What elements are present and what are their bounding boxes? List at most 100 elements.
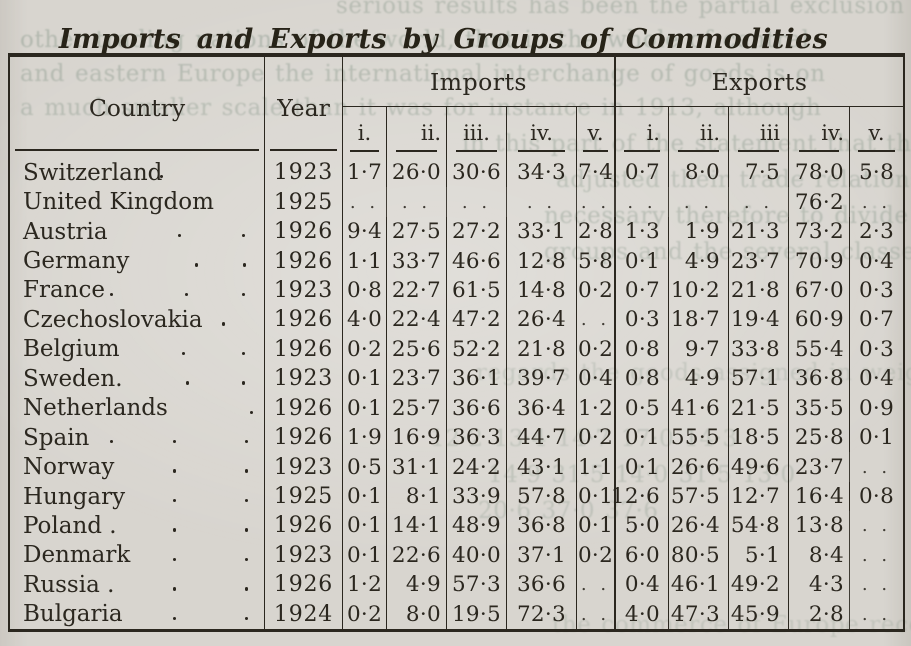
- country-cell: Bulgaria: [10, 599, 265, 629]
- year-cell: 1925: [265, 481, 343, 512]
- country-cell: Austria: [10, 216, 265, 247]
- imports-group-header: Imports: [343, 57, 614, 107]
- export-value-cell: 76·2: [794, 189, 844, 215]
- export-value-cell: . .: [614, 187, 669, 217]
- leader-dot: [242, 292, 246, 297]
- import-value-cell: 39·7: [507, 364, 577, 394]
- country-cell: Czechoslovakia: [10, 305, 265, 335]
- country-name: Norway: [23, 454, 115, 481]
- table-row: Belgium 1926 0·2 25·6 52·2 21·8 0·2 0·8 9·7 33·8 5…: [10, 334, 903, 365]
- import-value-cell: 0·4: [577, 366, 614, 392]
- import-value-cell: 33·1: [507, 216, 577, 247]
- imports-subheader-ii: ii.: [387, 107, 447, 158]
- import-value-cell: 25·7: [387, 393, 447, 423]
- export-value-cell: 4·3: [808, 572, 844, 598]
- import-value-cell: 7·4: [577, 160, 614, 186]
- import-value-cell: 1·1: [577, 454, 614, 480]
- import-value-cell: 0·2: [343, 599, 387, 629]
- table-row: Poland . 1926 0·1 14·1 48·9 36·8 0·1 5·0 26·4 54·…: [10, 511, 903, 541]
- export-value-cell: 25·8: [794, 425, 844, 451]
- export-value-cell: . .: [849, 511, 903, 541]
- import-value-cell: 46·6: [447, 246, 507, 276]
- export-value-cell: 80·5: [669, 540, 729, 571]
- exports-subheader-v: v.: [849, 107, 903, 158]
- leader-dot: [173, 557, 177, 562]
- import-value-cell: 0·1: [343, 540, 387, 571]
- leader-dot: [245, 616, 249, 620]
- import-value-cell: 5·8: [577, 248, 614, 274]
- export-value-cell: . .: [849, 452, 903, 482]
- bleedthrough-line: serious results has been the partial exc…: [336, 0, 911, 19]
- export-value-cell: 0·8: [849, 481, 903, 512]
- export-value-cell: 0·1: [849, 422, 903, 453]
- import-value-cell: 61·5: [447, 275, 507, 306]
- country-name: Spain: [23, 424, 90, 451]
- country-cell: Netherlands: [10, 393, 265, 423]
- import-value-cell: 0·1: [577, 484, 614, 510]
- import-value-cell: . .: [343, 187, 387, 217]
- imports-subheader-v: v.: [577, 107, 614, 158]
- export-value-cell: . .: [849, 570, 903, 600]
- export-value-cell: 0·9: [849, 393, 903, 423]
- import-value-cell: 25·6: [387, 334, 447, 365]
- table-row: Czechoslovakia 1926 4·0 22·4 47·2 26·4. . 0·3 1…: [10, 305, 903, 335]
- export-value-cell: 23·7: [794, 454, 844, 480]
- export-value-cell: . .: [669, 187, 729, 217]
- year-cell: 1923: [265, 452, 343, 482]
- import-value-cell: 22·4: [387, 305, 447, 335]
- year-cell: 1926: [265, 393, 343, 423]
- import-value-cell: 8·0: [387, 599, 447, 629]
- import-value-cell: 36·8: [507, 511, 577, 541]
- table-row: France 1923 0·8 22·7 61·5 14·8 0·2 0·7 10·2 21·8 6…: [10, 275, 903, 306]
- commodities-table: Country Year Imports Exports i. ii. iii.…: [8, 53, 905, 632]
- import-value-cell: 33·7: [387, 246, 447, 276]
- leader-dot: [242, 233, 246, 238]
- import-value-cell: . .: [580, 603, 611, 625]
- export-value-cell: 35·5: [794, 395, 844, 421]
- import-value-cell: 30·6: [447, 158, 507, 188]
- leader-dot: [110, 292, 114, 297]
- imports-subheader-iii: iii.: [447, 107, 507, 158]
- country-column-header: Country: [10, 57, 265, 158]
- export-value-cell: 21·8: [729, 275, 789, 306]
- import-value-cell: 12·8: [507, 246, 577, 276]
- exports-subheader-iv: iv.: [789, 107, 849, 158]
- leader-dot: [173, 587, 177, 591]
- export-value-cell: 49·6: [729, 452, 789, 482]
- country-name: Hungary: [23, 483, 126, 510]
- table-row: Netherlands 1926 0·1 25·7 36·6 36·4 1·2 0·5 41·6…: [10, 393, 903, 423]
- import-value-cell: 0·1: [343, 364, 387, 394]
- import-value-cell: 21·8: [507, 334, 577, 365]
- import-value-cell: 1·1: [343, 246, 387, 276]
- export-value-cell: 21·5: [729, 393, 789, 423]
- table-body: Switzerland 1923 1·7 26·0 30·6 34·3 7·4 0·7 8·0 7…: [10, 158, 903, 629]
- export-value-cell: 0·3: [849, 275, 903, 306]
- import-value-cell: 43·1: [507, 452, 577, 482]
- export-value-cell: 0·1: [614, 422, 669, 453]
- leader-dot: [195, 263, 199, 267]
- import-value-cell: . .: [580, 191, 611, 213]
- leader-dot: [245, 528, 249, 532]
- import-value-cell: 8·1: [387, 481, 447, 512]
- import-value-cell: . .: [580, 309, 611, 331]
- table-header: Country Year Imports Exports i. ii. iii.…: [10, 57, 903, 158]
- year-cell: 1923: [265, 364, 343, 394]
- export-value-cell: 0·7: [849, 305, 903, 335]
- import-value-cell: 14·8: [507, 275, 577, 306]
- country-name: Poland .: [23, 512, 117, 539]
- export-value-cell: 0·8: [614, 334, 669, 365]
- country-cell: Spain: [10, 422, 265, 453]
- import-value-cell: 52·2: [447, 334, 507, 365]
- import-value-cell: 33·9: [447, 481, 507, 512]
- export-value-cell: 16·4: [794, 484, 844, 510]
- export-value-cell: 36·8: [794, 366, 844, 392]
- export-value-cell: 5·0: [614, 511, 669, 541]
- leader-dot: [242, 351, 246, 356]
- export-value-cell: 19·4: [729, 305, 789, 335]
- table-row: Spain 1926 1·9 16·9 36·3 44·7 0·2 0·1 55·5 18·5 25…: [10, 422, 903, 453]
- table-row: Hungary 1925 0·1 8·1 33·9 57·8 0·1 12·6 57·5 12·7…: [10, 481, 903, 512]
- import-value-cell: 22·6: [387, 540, 447, 571]
- export-value-cell: 0·3: [614, 305, 669, 335]
- year-cell: 1925: [265, 187, 343, 217]
- leader-dot: [242, 381, 246, 385]
